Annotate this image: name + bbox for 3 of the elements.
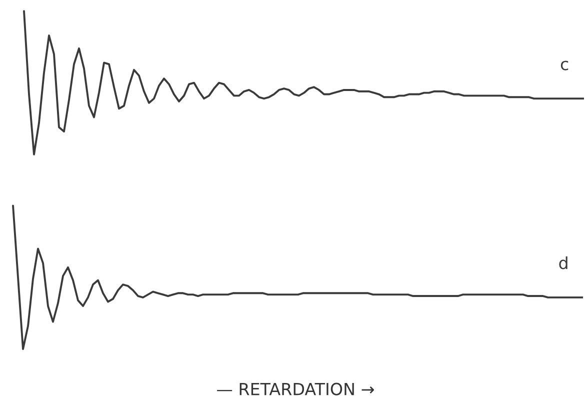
x-axis-title: — RETARDATION → [217, 382, 374, 396]
series-label: d [559, 256, 568, 270]
series-label: c [560, 60, 568, 70]
